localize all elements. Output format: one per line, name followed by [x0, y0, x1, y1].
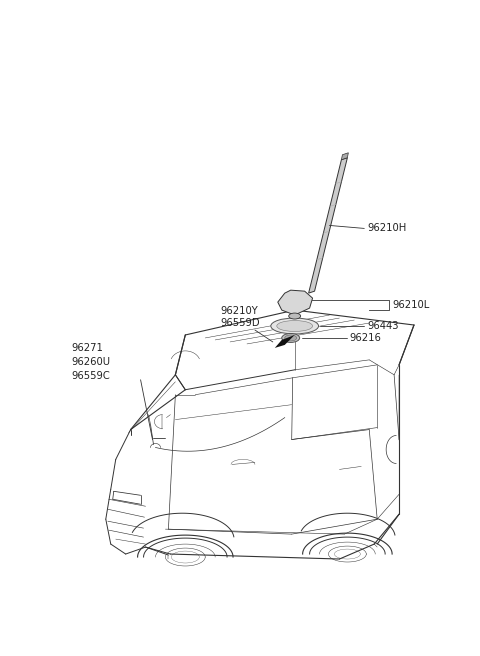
Text: 96559C: 96559C [71, 371, 110, 380]
Ellipse shape [282, 333, 300, 342]
Text: 96559D: 96559D [220, 318, 260, 328]
Polygon shape [309, 157, 348, 293]
Text: 96210H: 96210H [367, 224, 407, 234]
Text: 96271: 96271 [71, 343, 103, 353]
Ellipse shape [285, 335, 297, 341]
Polygon shape [278, 290, 312, 315]
Text: 96216: 96216 [349, 333, 381, 343]
Text: 96443: 96443 [367, 321, 399, 331]
Text: 96210L: 96210L [392, 300, 430, 310]
Ellipse shape [271, 318, 319, 334]
Ellipse shape [277, 321, 312, 331]
Ellipse shape [288, 313, 300, 319]
Text: 96260U: 96260U [71, 357, 110, 367]
Text: 96210Y: 96210Y [220, 306, 258, 316]
Polygon shape [341, 153, 348, 159]
Polygon shape [275, 335, 295, 348]
